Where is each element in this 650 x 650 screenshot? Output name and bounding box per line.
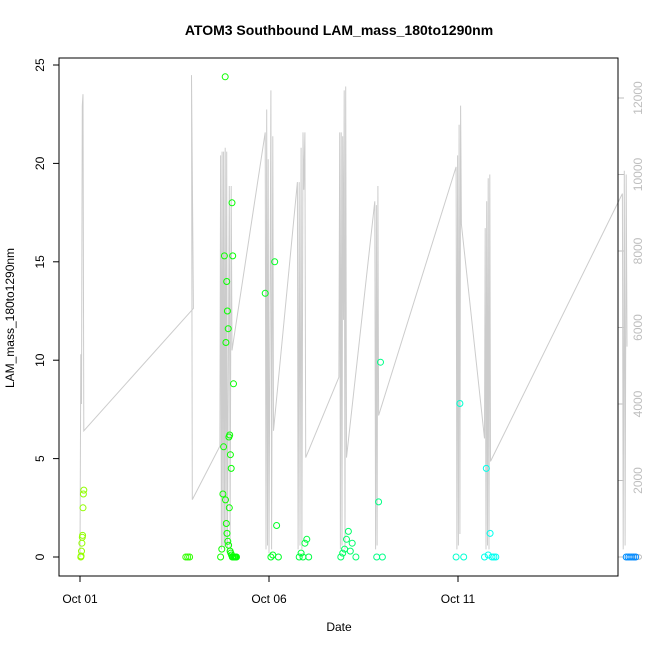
altitude-line — [79, 75, 628, 558]
data-point — [261, 289, 269, 297]
data-point — [301, 539, 309, 547]
x-tick-label: Oct 01 — [62, 592, 98, 606]
right-axis: 0 2000 4000 6000 8000 10000 12000 — [617, 81, 645, 560]
data-point — [79, 504, 87, 512]
x-axis: Oct 01 Oct 06 Oct 11 — [62, 576, 476, 606]
data-point — [79, 531, 87, 539]
x-tick-label: Oct 11 — [441, 592, 476, 606]
data-point — [305, 553, 313, 561]
data-point — [184, 553, 192, 561]
data-point — [303, 535, 311, 543]
data-point — [227, 464, 235, 472]
data-point — [220, 252, 228, 260]
data-point — [348, 539, 356, 547]
y-axis-label: LAM_mass_180to1290nm — [3, 248, 17, 388]
data-point — [352, 553, 360, 561]
data-point — [223, 278, 231, 285]
data-point — [456, 400, 464, 407]
y-tick-label: 15 — [33, 255, 47, 269]
y2-tick-label: 8000 — [631, 237, 645, 264]
x-axis-label: Date — [326, 620, 352, 634]
data-point — [182, 553, 190, 561]
data-point — [344, 527, 352, 535]
data-point — [295, 553, 303, 561]
data-point — [218, 545, 226, 553]
data-point — [223, 529, 231, 537]
data-point — [337, 553, 345, 561]
y-tick-label: 10 — [33, 353, 47, 367]
data-point — [225, 541, 233, 549]
data-point — [233, 553, 240, 561]
y2-tick-label: 6000 — [631, 314, 645, 341]
data-point — [79, 490, 87, 498]
data-point — [452, 553, 460, 561]
data-point — [224, 537, 232, 545]
data-points — [77, 73, 640, 561]
data-point — [375, 498, 383, 506]
data-point — [378, 553, 386, 561]
data-point — [271, 258, 279, 266]
data-point — [222, 520, 230, 527]
data-point — [80, 486, 88, 494]
data-point — [222, 496, 229, 504]
left-axis: 0 5 10 15 20 25 — [33, 58, 59, 560]
plot-frame — [58, 57, 619, 577]
y2-tick-label: 10000 — [631, 157, 645, 191]
data-point — [78, 547, 85, 555]
y-tick-label: 20 — [33, 156, 47, 170]
y2-tick-label: 4000 — [631, 390, 645, 417]
data-point — [346, 547, 354, 555]
data-point — [226, 431, 234, 439]
data-point — [267, 553, 275, 561]
y2-tick-label: 12000 — [631, 81, 645, 115]
x-tick-label: Oct 06 — [251, 592, 287, 606]
y2-tick-label: 0 — [631, 553, 645, 560]
data-point — [488, 553, 496, 561]
data-point — [186, 553, 194, 561]
y-tick-label: 25 — [33, 58, 47, 72]
data-point — [273, 522, 281, 529]
data-point — [226, 451, 234, 459]
data-point — [224, 325, 232, 333]
chart-title: ATOM3 Southbound LAM_mass_180to1290nm — [185, 22, 493, 38]
data-point — [220, 443, 228, 451]
data-point — [228, 199, 236, 207]
data-point — [486, 529, 494, 537]
data-point — [343, 535, 350, 543]
data-point — [377, 358, 384, 366]
data-point — [274, 553, 282, 561]
y2-tick-label: 2000 — [631, 467, 645, 494]
data-point — [219, 490, 227, 498]
data-point — [77, 552, 85, 560]
data-point — [481, 553, 488, 561]
data-point — [230, 380, 237, 388]
data-point — [490, 553, 498, 561]
altitude-series-line — [79, 75, 628, 558]
data-point — [225, 504, 233, 512]
data-point — [373, 553, 381, 561]
data-point — [460, 553, 468, 561]
data-point — [221, 73, 229, 81]
data-point — [630, 553, 638, 561]
data-point — [223, 307, 231, 315]
y-tick-label: 0 — [33, 553, 47, 560]
data-point — [222, 339, 230, 346]
data-point — [297, 549, 305, 557]
data-point — [492, 553, 500, 561]
data-point — [229, 252, 237, 260]
data-point — [632, 553, 640, 561]
y-tick-label: 5 — [33, 455, 47, 462]
data-point — [217, 553, 225, 561]
data-point — [339, 549, 347, 557]
data-point — [628, 553, 636, 561]
data-point — [482, 464, 490, 472]
